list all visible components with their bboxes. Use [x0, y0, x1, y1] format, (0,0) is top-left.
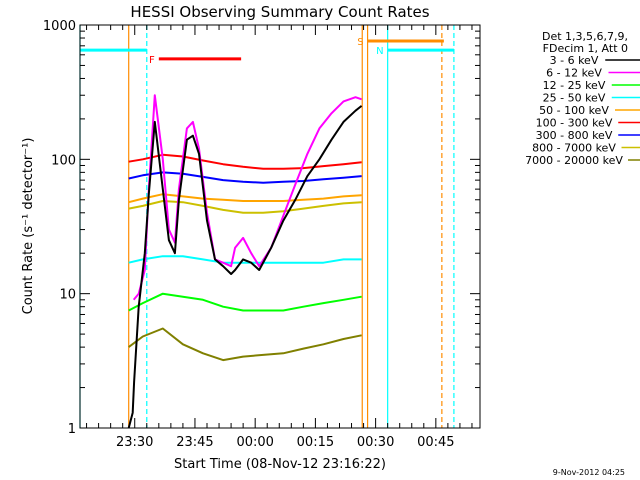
legend-entry-label: 25 - 50 keV — [543, 92, 606, 105]
chart-title: HESSI Observing Summary Count Rates — [130, 3, 429, 21]
x-tick-label: 23:45 — [176, 435, 213, 450]
y-tick-label: 1000 — [43, 19, 76, 34]
y-tick-label: 10 — [59, 288, 76, 303]
plot-marks: N F S — [79, 25, 455, 429]
series-line — [128, 200, 362, 214]
x-tick-label: 23:30 — [116, 435, 153, 450]
series-line — [127, 105, 363, 429]
x-tick-label: 00:30 — [357, 435, 394, 450]
legend-entry-label: 3 - 6 keV — [550, 54, 599, 67]
legend-entry-label: 50 - 100 keV — [539, 104, 609, 117]
legend-header-line-2: FDecim 1, Att 0 — [543, 42, 628, 55]
legend-entry-label: 800 - 7000 keV — [532, 142, 616, 155]
x-tick-label: 00:45 — [417, 435, 454, 450]
y-axis-title: Count Rate (s⁻¹ detector⁻¹) — [21, 138, 36, 315]
legend-entry-label: 100 - 300 keV — [536, 117, 613, 130]
state-bar-label: F — [149, 55, 155, 66]
x-tick-label: 00:15 — [297, 435, 334, 450]
y-tick-label: 1 — [68, 422, 76, 437]
series-line — [128, 171, 362, 184]
series-line — [132, 94, 362, 301]
x-tick-label: 00:00 — [236, 435, 273, 450]
series-line — [128, 255, 362, 264]
y-tick-label: 100 — [51, 153, 76, 168]
series-line — [128, 292, 362, 312]
legend-entry-label: 7000 - 20000 keV — [525, 154, 623, 167]
state-bar-label: N — [376, 46, 383, 57]
axis-ticks: 1 10 100 1000 23:30 23:45 00:00 00:15 00:30 00:45 — [43, 19, 480, 450]
plot-area-border — [79, 24, 481, 429]
legend-entry-label: 300 - 800 keV — [536, 129, 613, 142]
plot-frame — [79, 24, 481, 429]
x-axis-title: Start Time (08-Nov-12 23:16:22) — [174, 457, 386, 472]
state-bar-label: S — [357, 37, 363, 48]
series-line — [128, 327, 362, 362]
footer-date: 9-Nov-2012 04:25 — [553, 468, 625, 477]
legend-header-line-1: Det 1,3,5,6,7,9, — [542, 30, 628, 43]
legend-entry-label: 6 - 12 keV — [546, 67, 602, 80]
legend-entry-label: 12 - 25 keV — [543, 79, 606, 92]
